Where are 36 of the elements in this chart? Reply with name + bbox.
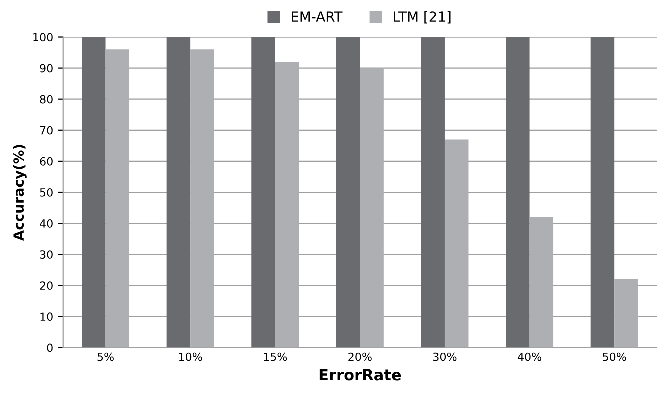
bar [252,37,276,348]
y-tick-label: 20 [40,282,53,290]
y-tick-label: 30 [40,250,53,259]
y-tick-label: 10 [40,312,53,322]
y-tick-label: 50 [40,188,53,197]
bar [190,50,214,348]
x-tick-label: 20% [348,352,372,362]
x-tick-label: 5% [98,352,114,362]
x-tick-label: 10% [179,352,202,362]
x-tick-label: 30% [433,352,457,362]
x-tick-label: 40% [518,352,542,362]
y-tick-label: 100 [34,33,53,42]
x-tick-label: 15% [264,352,288,362]
bar [530,217,554,348]
y-tick-label: 40 [40,220,53,228]
bar [166,37,191,348]
bar [590,37,615,348]
bar [360,68,384,348]
bar [506,37,530,348]
bar [614,279,638,348]
y-tick-label: 0 [47,344,53,352]
legend-label: EM-ART [292,12,343,22]
y-tick-label: 70 [40,126,53,135]
bar [275,62,300,348]
x-tick-label: 50% [603,352,626,362]
bar [444,140,469,348]
y-tick-label: 60 [40,157,53,166]
bar [106,50,130,348]
bar [82,37,106,348]
bar [421,37,445,348]
bar [336,37,360,348]
y-tick-label: 90 [40,64,53,73]
x-axis-title: ErrorRate [320,369,402,381]
y-axis-title: Accuracy(%) [13,145,27,242]
legend-label: LTM [21] [394,11,451,24]
y-tick-label: 80 [40,95,53,104]
